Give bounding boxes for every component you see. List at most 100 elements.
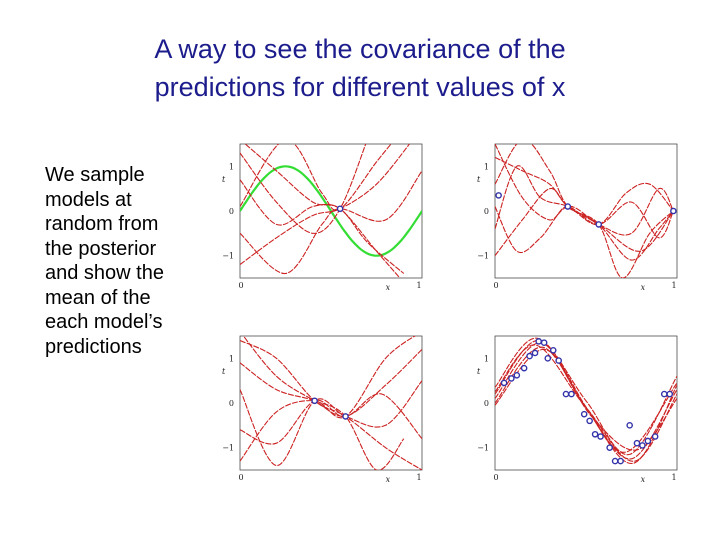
sample-curve-sample4 (495, 337, 677, 455)
x-tick-label: 1 (671, 281, 676, 290)
x-tick-label: 0 (493, 281, 498, 290)
x-tick-label: 1 (416, 281, 421, 290)
data-point (562, 390, 570, 398)
plot-frame (494, 143, 678, 279)
body-line: mean of the (45, 286, 151, 309)
plot-bottom-right: 1 0 −1 0 1 t x (473, 330, 683, 490)
title-line-2: predictions for different values of x (154, 72, 566, 102)
chart-svg: 10−10 1tx (222, 335, 423, 484)
body-line: and show the (45, 262, 164, 284)
sample-curve-sample6 (240, 144, 367, 234)
data-point (311, 397, 318, 405)
y-axis-label: t (222, 175, 226, 184)
data-point (342, 413, 349, 420)
y-tick-label: 1 (484, 354, 489, 363)
sample-curve-sample2 (495, 344, 677, 453)
data-point (595, 221, 603, 228)
y-tick-label: 0 (484, 399, 489, 408)
data-point (531, 349, 539, 357)
y-axis-label: t (222, 367, 226, 376)
sample-curve-sample3 (495, 144, 674, 278)
data-point (639, 442, 646, 449)
data-point (670, 207, 677, 215)
data-point (549, 346, 557, 354)
chart-svg: 10−10 1tx (222, 143, 423, 292)
body-line: each model’s (45, 311, 163, 333)
data-point (508, 375, 515, 382)
data-point (633, 439, 641, 447)
data-point (540, 339, 548, 347)
data-point (555, 357, 562, 364)
title-line-1: A way to see the covariance of the (154, 34, 566, 64)
sample-curve-sample5 (495, 346, 677, 451)
y-tick-label: 0 (484, 207, 489, 216)
y-tick-label: 0 (229, 399, 234, 408)
x-tick-label: 0 (493, 473, 498, 482)
plot-top-right: 1 0 −1 0 1 t x (473, 138, 683, 298)
sample-curve-sample5 (240, 170, 422, 275)
sample-curve-sample1 (240, 340, 422, 470)
data-point (611, 457, 619, 465)
slide-title: A way to see the covariance of the predi… (0, 30, 720, 106)
sample-curve-sample6 (495, 339, 677, 464)
sample-curve-sample3 (240, 362, 405, 470)
x-axis-label: x (386, 475, 391, 484)
plot-frame (239, 335, 423, 471)
x-axis-label: x (386, 283, 391, 292)
body-line: We sample (45, 164, 145, 186)
x-tick-label: 1 (416, 473, 421, 482)
data-point (568, 390, 575, 398)
x-tick-label: 0 (238, 473, 243, 482)
sample-curve-sample2 (240, 349, 422, 445)
body-line: random from (45, 213, 159, 235)
chart-svg: 10−10 1tx (477, 143, 678, 292)
data-point (606, 444, 613, 451)
x-axis-label: x (641, 475, 646, 484)
data-point (544, 355, 552, 362)
data-point (586, 417, 593, 425)
sample-curve-sample6 (242, 336, 422, 440)
y-tick-label: 1 (484, 162, 489, 171)
y-tick-label: 0 (229, 207, 234, 216)
data-point (660, 390, 668, 398)
x-tick-label: 0 (238, 281, 243, 290)
data-point (626, 422, 633, 429)
body-text: We sample models at random from the post… (45, 163, 205, 359)
sample-curve-sample5 (495, 144, 674, 239)
y-tick-label: −1 (477, 444, 489, 453)
data-point (513, 372, 521, 379)
data-point (666, 390, 674, 398)
body-line: models at (45, 188, 132, 211)
sample-curve-sample2 (495, 165, 674, 230)
chart-svg: 10−10 1tx (477, 335, 678, 484)
data-point (336, 205, 344, 213)
sample-curve-sample2 (240, 144, 411, 266)
data-point (495, 192, 502, 199)
data-point (617, 457, 624, 465)
data-point (644, 437, 652, 445)
sample-curve-sample3 (240, 179, 405, 274)
y-tick-label: −1 (477, 252, 489, 261)
y-tick-label: 1 (229, 162, 234, 171)
true-function-curve (240, 165, 422, 257)
sample-curve-sample4 (240, 336, 416, 462)
data-point (564, 203, 572, 210)
body-line: predictions (45, 335, 142, 358)
x-axis-label: x (641, 283, 646, 292)
y-axis-label: t (477, 175, 481, 184)
y-tick-label: 1 (229, 354, 234, 363)
data-point (520, 364, 528, 372)
plot-top-left: 1 0 −1 0 1 t x (218, 138, 428, 298)
data-point (591, 430, 599, 438)
sample-curve-sample4 (495, 187, 674, 253)
plot-frame (494, 335, 678, 471)
sample-curve-sample6 (495, 188, 674, 257)
x-tick-label: 1 (671, 473, 676, 482)
sample-curve-sample4 (240, 144, 392, 211)
body-line: the posterior (45, 237, 157, 260)
data-point (651, 433, 659, 440)
data-point (526, 352, 533, 360)
plot-bottom-left: 1 0 −1 0 1 t x (218, 330, 428, 490)
data-point (597, 433, 604, 440)
data-point (500, 379, 508, 387)
